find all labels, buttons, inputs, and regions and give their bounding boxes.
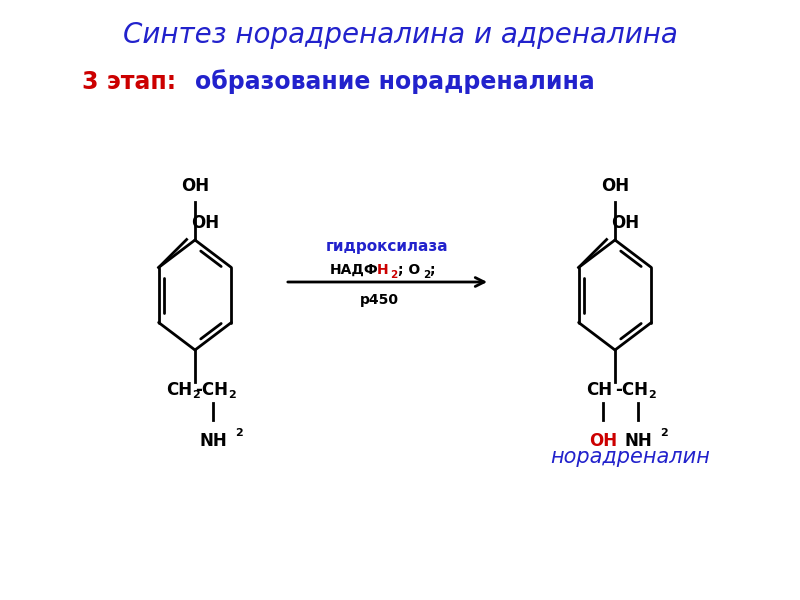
Text: норадреналин: норадреналин — [550, 447, 710, 467]
Text: 2: 2 — [192, 391, 200, 401]
Text: НАДФ: НАДФ — [330, 263, 378, 277]
Text: NH: NH — [199, 432, 227, 450]
Text: ; О: ; О — [398, 263, 420, 277]
Text: OH: OH — [589, 432, 617, 450]
Text: NH: NH — [624, 432, 652, 450]
Text: 2: 2 — [660, 428, 668, 438]
Text: -CH: -CH — [195, 381, 228, 399]
Text: р450: р450 — [360, 293, 399, 307]
Text: 3 этап:: 3 этап: — [82, 70, 193, 94]
Text: -CH: -CH — [615, 381, 648, 399]
Text: Н: Н — [377, 263, 388, 277]
Text: ;: ; — [430, 263, 435, 277]
Text: образование норадреналина: образование норадреналина — [195, 70, 594, 94]
Text: OH: OH — [190, 214, 218, 232]
Text: 2: 2 — [423, 271, 430, 280]
Text: CH: CH — [166, 381, 192, 399]
Text: CH: CH — [586, 381, 612, 399]
Text: гидроксилаза: гидроксилаза — [326, 239, 449, 254]
Text: Синтез норадреналина и адреналина: Синтез норадреналина и адреналина — [122, 21, 678, 49]
Text: OH: OH — [610, 214, 638, 232]
Text: OH: OH — [601, 177, 629, 195]
Text: 2: 2 — [648, 391, 656, 401]
Text: OH: OH — [181, 177, 209, 195]
Text: 2: 2 — [390, 271, 398, 280]
Text: 2: 2 — [228, 391, 236, 401]
Text: 2: 2 — [235, 428, 242, 438]
